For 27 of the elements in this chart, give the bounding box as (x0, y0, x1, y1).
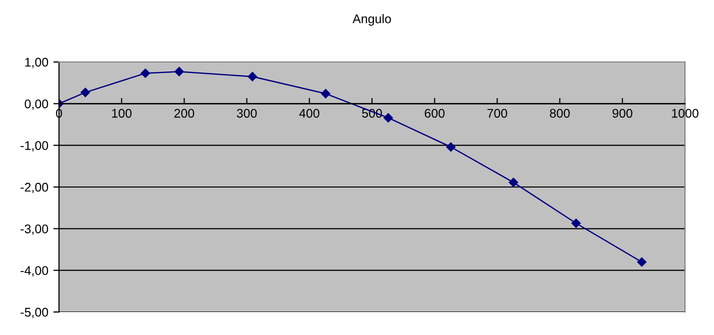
y-tick-label: 0,00 (24, 99, 48, 110)
point (174, 66, 184, 76)
x-tick-label: 1000 (672, 108, 698, 118)
point (384, 113, 393, 122)
point (140, 68, 150, 78)
x-tick-label: 400 (299, 108, 320, 118)
point (80, 88, 90, 98)
chart-title: Angulo (352, 14, 391, 26)
y-tick-label: -3,00 (20, 224, 48, 235)
point (508, 178, 518, 188)
point (571, 218, 581, 228)
x-tick-label: 900 (612, 108, 632, 118)
point (446, 142, 456, 152)
y-tick-label: -2,00 (20, 182, 48, 194)
y-tick-label: 1,00 (25, 58, 48, 68)
y-tick-label: -5,00 (20, 308, 48, 318)
x-tick-label: 300 (236, 108, 257, 118)
x-tick-label: 800 (550, 108, 570, 118)
x-tick-label: 700 (487, 108, 508, 118)
point (321, 89, 330, 98)
x-tick-label: 600 (424, 108, 445, 118)
point (248, 72, 258, 82)
x-tick-label: 200 (174, 108, 194, 118)
y-tick-label: -4,00 (20, 266, 48, 276)
point (637, 257, 646, 267)
y-tick-label: -1,00 (20, 141, 48, 152)
x-tick-label: 100 (112, 108, 132, 118)
